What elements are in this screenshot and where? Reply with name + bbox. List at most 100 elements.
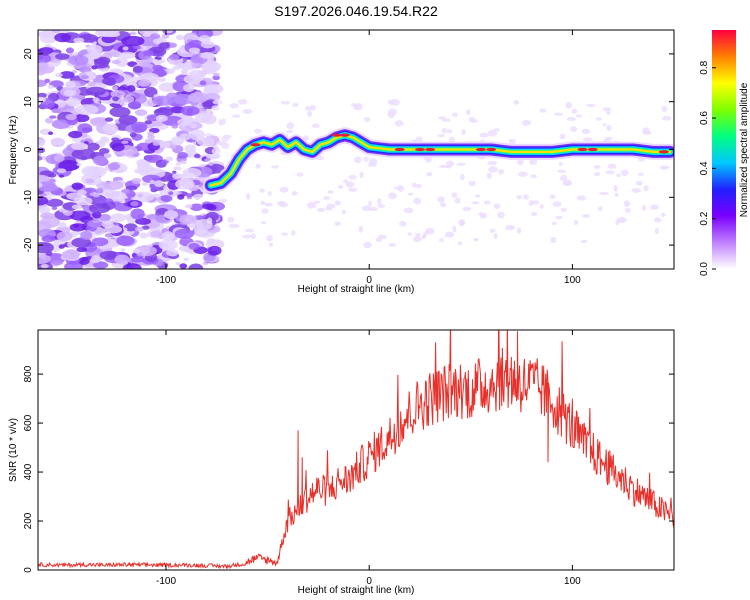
noise-blob-faint xyxy=(642,131,652,135)
noise-blob-faint xyxy=(345,181,355,188)
noise-blob xyxy=(93,193,100,198)
noise-blob-faint xyxy=(363,117,371,123)
snr-x-tick-label: 100 xyxy=(564,576,581,587)
noise-blob xyxy=(141,225,150,230)
noise-blob-faint xyxy=(582,137,593,142)
noise-blob-faint xyxy=(271,165,280,169)
noise-blob-faint xyxy=(407,192,414,196)
noise-blob xyxy=(111,143,125,152)
noise-blob xyxy=(179,133,191,141)
noise-blob xyxy=(130,208,145,220)
noise-blob-faint xyxy=(570,126,578,133)
noise-blob-faint xyxy=(426,172,433,177)
noise-blob xyxy=(87,81,96,87)
noise-blob-faint xyxy=(660,165,671,169)
noise-blob-faint xyxy=(223,134,232,139)
noise-blob-faint xyxy=(598,206,603,212)
signal-track xyxy=(202,127,674,194)
noise-blob-faint xyxy=(457,241,462,246)
noise-blob-faint xyxy=(422,232,428,238)
noise-blob xyxy=(126,85,136,92)
noise-blob-faint xyxy=(244,228,255,233)
snr-x-axis: -100 0 100 xyxy=(156,330,581,587)
noise-blob xyxy=(139,232,149,239)
noise-blob xyxy=(173,166,182,171)
noise-blob-faint xyxy=(551,221,557,226)
noise-blob-faint xyxy=(334,200,341,206)
noise-blob-faint xyxy=(605,170,615,175)
noise-blob xyxy=(152,95,174,106)
noise-blob xyxy=(104,117,114,122)
noise-blob xyxy=(183,257,189,261)
noise-blob-faint xyxy=(245,193,251,201)
noise-blob-faint xyxy=(553,112,564,116)
noise-blob xyxy=(110,213,127,223)
noise-blob xyxy=(109,106,131,118)
noise-blob xyxy=(175,178,195,190)
noise-blob xyxy=(47,172,57,178)
noise-blob xyxy=(141,181,149,186)
noise-blob-faint xyxy=(566,116,577,121)
noise-blob xyxy=(122,95,135,103)
noise-blob xyxy=(188,243,200,250)
noise-blob-faint xyxy=(242,109,253,114)
noise-blob xyxy=(61,250,80,260)
noise-blob-faint xyxy=(211,147,221,155)
noise-blob xyxy=(40,264,49,269)
noise-blob-faint xyxy=(473,237,479,242)
noise-blob xyxy=(53,154,65,163)
noise-blob xyxy=(164,209,179,220)
noise-blob-faint xyxy=(493,128,501,132)
noise-blob-faint xyxy=(260,200,266,206)
noise-blob xyxy=(38,206,51,215)
noise-blob-faint xyxy=(367,206,378,212)
noise-blob-faint xyxy=(483,200,491,205)
noise-blob-faint xyxy=(550,236,557,244)
noise-blob-faint xyxy=(413,197,422,205)
noise-blob xyxy=(189,203,204,212)
noise-blob-faint xyxy=(242,234,252,239)
noise-blob-faint xyxy=(513,100,520,105)
noise-blob-faint xyxy=(462,206,472,212)
noise-blob xyxy=(131,177,142,185)
noise-blob xyxy=(38,53,52,64)
track-peak xyxy=(250,143,261,147)
noise-blob-faint xyxy=(523,194,529,200)
spectrogram-x-label: Height of straight line (km) xyxy=(298,284,415,295)
noise-blob xyxy=(176,62,186,69)
noise-blob xyxy=(65,80,76,89)
noise-blob xyxy=(66,192,83,200)
noise-blob xyxy=(125,185,138,191)
noise-blob xyxy=(194,153,201,159)
noise-blob xyxy=(50,137,66,146)
noise-blob xyxy=(129,31,137,36)
noise-blob-faint xyxy=(505,224,515,231)
noise-blob xyxy=(187,92,209,104)
noise-blob xyxy=(134,245,157,257)
noise-blob-faint xyxy=(441,127,447,134)
noise-blob xyxy=(198,247,207,252)
noise-blob-faint xyxy=(291,230,296,237)
noise-blob xyxy=(38,96,46,103)
noise-blob xyxy=(92,155,108,166)
noise-blob xyxy=(155,109,164,114)
noise-blob xyxy=(51,260,64,266)
noise-blob-faint xyxy=(388,243,397,247)
noise-blob-faint xyxy=(212,99,223,105)
noise-blob-faint xyxy=(394,120,404,127)
noise-blob xyxy=(71,237,92,248)
noise-blob-faint xyxy=(530,174,537,179)
noise-blob xyxy=(116,92,121,97)
noise-blob-faint xyxy=(368,158,378,166)
noise-blob-faint xyxy=(397,185,404,192)
noise-blob-faint xyxy=(286,122,295,130)
noise-blob xyxy=(111,137,120,142)
noise-blob xyxy=(85,178,95,184)
noise-blob xyxy=(204,158,210,162)
noise-blob xyxy=(131,121,148,133)
noise-field xyxy=(38,30,672,269)
noise-blob-faint xyxy=(606,111,611,115)
snr-x-tick-label: 0 xyxy=(366,576,372,587)
noise-blob-faint xyxy=(325,206,333,211)
